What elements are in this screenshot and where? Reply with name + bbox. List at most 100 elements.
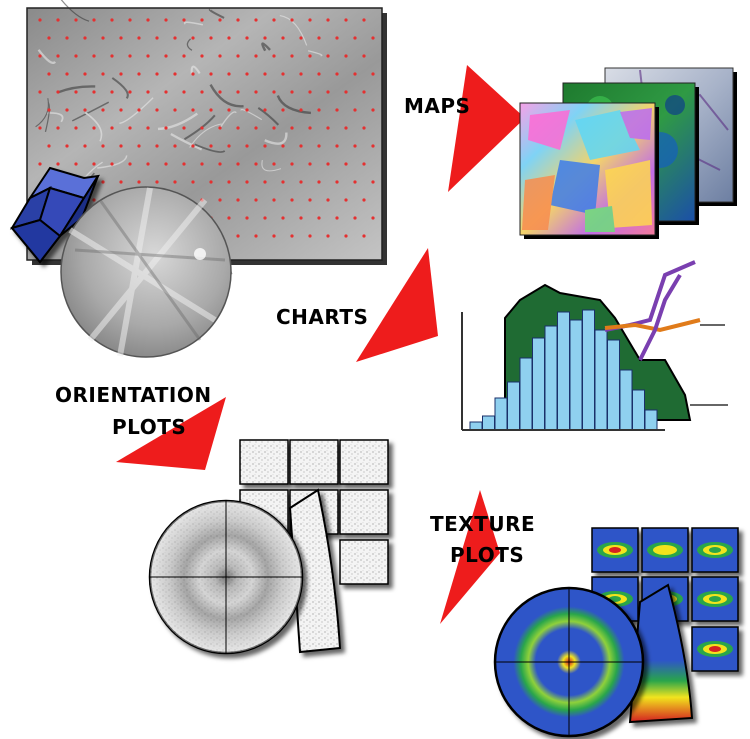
scan-point (173, 108, 177, 112)
scan-point (137, 108, 141, 112)
scan-point (335, 216, 339, 220)
scan-point (200, 162, 204, 166)
scan-point (128, 162, 132, 166)
scan-point (335, 180, 339, 184)
scan-point (236, 234, 240, 238)
texture-plots-panel (493, 527, 739, 738)
scan-point (191, 72, 195, 76)
scan-point (200, 18, 204, 22)
scan-point (299, 180, 303, 184)
scan-point (344, 18, 348, 22)
scan-point (236, 54, 240, 58)
scan-point (353, 180, 357, 184)
scan-point (110, 90, 114, 94)
scan-point (56, 54, 60, 58)
scan-point (38, 126, 42, 130)
scan-point (200, 126, 204, 130)
scan-point (173, 72, 177, 76)
scan-point (137, 72, 141, 76)
scan-point (191, 180, 195, 184)
scan-point (371, 144, 375, 148)
scan-point (245, 108, 249, 112)
texture-label-line2: PLOTS (450, 543, 524, 567)
scan-point (317, 108, 321, 112)
scan-point (209, 36, 213, 40)
scan-point (272, 18, 276, 22)
scan-point (38, 18, 42, 22)
scan-point (65, 36, 69, 40)
scan-point (290, 234, 294, 238)
scan-point (164, 162, 168, 166)
scan-point (245, 144, 249, 148)
scan-point (245, 216, 249, 220)
scan-point (164, 126, 168, 130)
line-orange (604, 318, 701, 333)
scan-point (290, 162, 294, 166)
scan-point (218, 162, 222, 166)
pole-figure-tile (339, 439, 389, 485)
scan-point (65, 72, 69, 76)
inverse-pole-figure (288, 488, 342, 654)
scan-point (218, 198, 222, 202)
scan-point (209, 108, 213, 112)
scan-point (128, 90, 132, 94)
histogram-bar (607, 339, 620, 431)
scan-point (245, 36, 249, 40)
scan-point (92, 90, 96, 94)
scan-point (326, 90, 330, 94)
scan-point (209, 180, 213, 184)
scan-point (191, 36, 195, 40)
histogram-bar (594, 329, 608, 431)
histogram-bar (469, 421, 483, 431)
scan-point (227, 108, 231, 112)
scan-point (92, 126, 96, 130)
pole-figure (148, 499, 304, 655)
scan-point (317, 144, 321, 148)
scan-point (308, 198, 312, 202)
scan-point (245, 72, 249, 76)
scan-point (344, 234, 348, 238)
scan-point (119, 36, 123, 40)
scan-point (74, 54, 78, 58)
scan-point (353, 144, 357, 148)
pole-figure-tile (339, 539, 389, 585)
scan-point (362, 54, 366, 58)
scan-point (65, 144, 69, 148)
scan-point (335, 72, 339, 76)
scan-point (155, 72, 159, 76)
kikuchi-pattern-icon (60, 186, 232, 358)
scan-point (254, 54, 258, 58)
scan-point (83, 144, 87, 148)
scan-point (308, 234, 312, 238)
scan-point (227, 180, 231, 184)
scan-point (362, 90, 366, 94)
orientation-label-line1: ORIENTATION (55, 383, 212, 407)
scan-point (326, 162, 330, 166)
odf-section-tile (691, 626, 739, 672)
scan-point (128, 18, 132, 22)
texture-pole-figure (493, 586, 645, 738)
arrow-to-texture (440, 490, 500, 624)
scan-point (200, 90, 204, 94)
scan-point (299, 216, 303, 220)
scan-point (254, 18, 258, 22)
scan-point (353, 36, 357, 40)
scan-point (83, 72, 87, 76)
scan-point (137, 144, 141, 148)
histogram-bar (644, 409, 658, 431)
scan-point (272, 234, 276, 238)
scan-point (155, 144, 159, 148)
scan-point (299, 72, 303, 76)
scan-point (371, 180, 375, 184)
scan-point (182, 18, 186, 22)
scan-point (281, 72, 285, 76)
scan-point (92, 18, 96, 22)
scan-point (272, 198, 276, 202)
scan-point (326, 54, 330, 58)
scan-point (362, 126, 366, 130)
scan-point (290, 126, 294, 130)
scan-point (92, 54, 96, 58)
histogram-bar (619, 369, 633, 431)
scan-point (92, 162, 96, 166)
